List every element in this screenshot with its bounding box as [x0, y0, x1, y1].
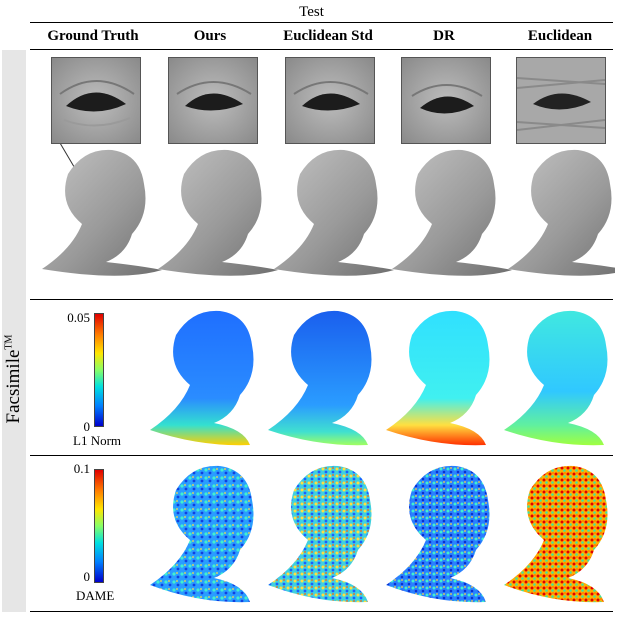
eye-zoom-euclidean — [516, 57, 606, 144]
l1-error-maps — [150, 310, 608, 446]
column-title-dr: DR — [433, 28, 455, 44]
head-ground-truth — [42, 149, 162, 276]
row-rule-2 — [30, 455, 613, 456]
gray-head-meshes — [42, 144, 615, 276]
colorbar-dame — [94, 469, 104, 583]
head-ours — [158, 149, 278, 276]
colorbar-l1-label: L1 Norm — [73, 433, 122, 448]
head-euclidean — [508, 149, 615, 276]
dame-error-maps — [150, 465, 608, 603]
l1-map-euclidean — [504, 310, 608, 446]
column-title-ours: Ours — [193, 28, 227, 44]
eye-zoom-ours — [168, 57, 258, 144]
figure-header: Test — [299, 4, 324, 20]
l1-map-euclidean-std — [268, 310, 372, 446]
dame-map-euclidean — [504, 465, 608, 603]
bottom-rule — [30, 611, 613, 612]
row-label-bar: FacsimileTM — [2, 50, 26, 612]
dame-map-euclidean-std — [268, 465, 372, 603]
colorbar-l1-max: 0.05 — [67, 310, 90, 325]
dame-map-ours — [150, 465, 254, 603]
colorbar-l1-norm — [94, 313, 104, 427]
eye-zoom-dr — [401, 57, 491, 144]
column-title-euclidean-std: Euclidean Std — [283, 28, 373, 44]
row-rule-1 — [30, 299, 613, 300]
row-label: FacsimileTM — [3, 334, 24, 424]
eye-zoom-ground-truth — [51, 57, 141, 144]
top-rule — [30, 22, 613, 23]
l1-map-dr — [386, 310, 490, 446]
colorbar-dame-max: 0.1 — [73, 461, 90, 476]
column-title-euclidean: Euclidean — [527, 28, 593, 44]
head-euclidean-std — [274, 149, 394, 276]
colorbar-dame-label: DAME — [76, 588, 115, 603]
colorbar-dame-min: 0 — [83, 569, 91, 584]
eye-zoom-euclidean-std — [285, 57, 375, 144]
dame-map-dr — [386, 465, 490, 603]
head-dr — [392, 149, 512, 276]
header-rule — [30, 49, 613, 50]
colorbar-l1-min: 0 — [83, 419, 91, 434]
l1-map-ours — [150, 310, 254, 446]
column-title-ground-truth: Ground Truth — [47, 28, 139, 44]
